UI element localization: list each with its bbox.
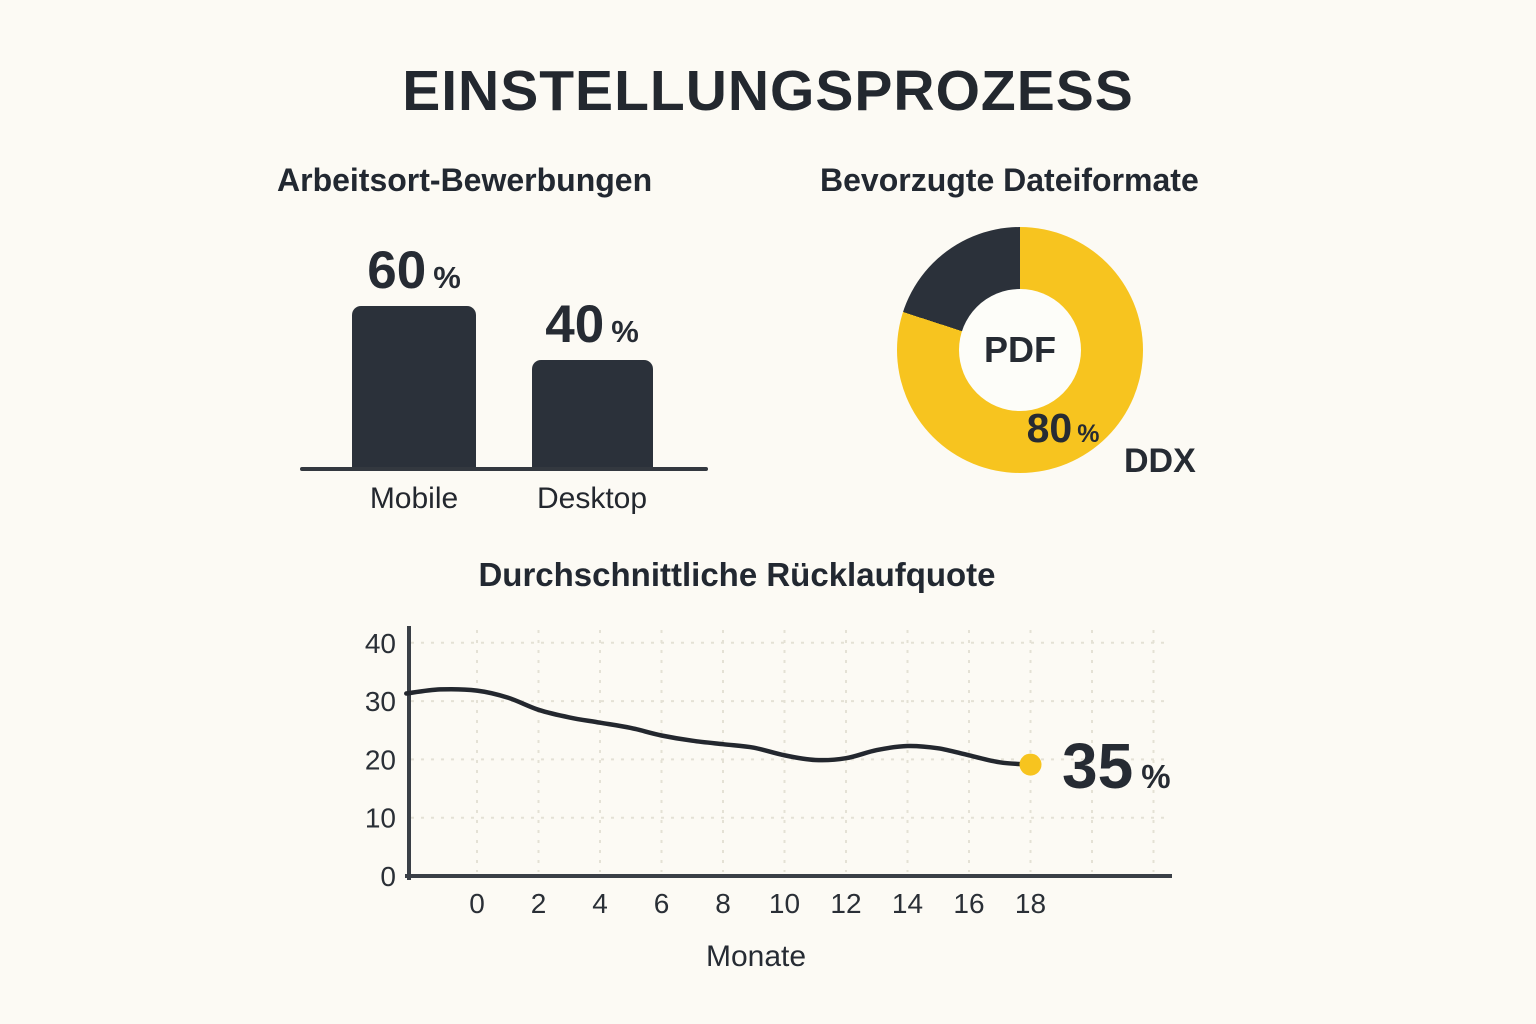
y-tick-label: 10 — [365, 803, 396, 834]
x-tick-label: 0 — [469, 888, 485, 919]
x-tick-labels: 0 2 4 6 8 10 12 14 16 18 — [469, 888, 1046, 919]
percent-sign: % — [433, 260, 461, 295]
bar-value-desktop: 40% — [482, 298, 702, 351]
x-tick-label: 14 — [892, 888, 923, 919]
x-tick-label: 16 — [953, 888, 984, 919]
x-axis-title: Monate — [706, 940, 806, 973]
x-tick-label: 8 — [715, 888, 731, 919]
bar-value-desktop-number: 40 — [545, 295, 605, 354]
trend-line — [404, 686, 1033, 767]
x-tick-label: 6 — [654, 888, 670, 919]
percent-sign: % — [1141, 758, 1170, 795]
donut-value-label: 80% — [998, 408, 1128, 449]
page-title: EINSTELLUNGSPROZESS — [402, 59, 1134, 123]
gridlines — [411, 630, 1168, 872]
donut-chart-title: Bevorzugte Dateiformate — [820, 162, 1199, 198]
donut-value-number: 80 — [1026, 405, 1073, 451]
bar-mobile — [352, 306, 476, 468]
percent-sign: % — [611, 314, 639, 349]
x-tick-label: 18 — [1015, 888, 1046, 919]
y-tick-labels: 0 10 20 30 40 — [365, 628, 396, 892]
y-tick-label: 20 — [365, 744, 396, 775]
donut-center-label: PDF — [959, 289, 1081, 411]
x-tick-label: 10 — [769, 888, 800, 919]
y-tick-label: 40 — [365, 628, 396, 659]
line-chart-title: Durchschnittliche Rücklaufquote — [478, 556, 996, 593]
bar-chart-baseline — [300, 467, 708, 471]
x-tick-label: 4 — [592, 888, 608, 919]
y-tick-label: 30 — [365, 686, 396, 717]
bar-label-mobile: Mobile — [369, 482, 459, 515]
end-value-label: 35% — [1062, 730, 1171, 802]
end-value-number: 35 — [1062, 730, 1133, 802]
bar-desktop — [531, 360, 653, 468]
donut-slice-label-ddx: DDX — [1124, 442, 1196, 480]
end-point-marker — [1019, 753, 1042, 776]
bar-chart-title: Arbeitsort-Bewerbungen — [277, 162, 653, 198]
bar-label-desktop: Desktop — [536, 482, 648, 515]
y-tick-label: 0 — [380, 861, 396, 892]
percent-sign: % — [1077, 420, 1100, 448]
bar-value-mobile-number: 60 — [367, 241, 427, 300]
response-rate-chart: 0 10 20 30 40 0 2 4 6 8 10 12 14 16 18 Monate 35% — [365, 626, 1172, 973]
x-tick-label: 12 — [830, 888, 861, 919]
bar-value-mobile: 60% — [304, 244, 524, 297]
x-tick-label: 2 — [531, 888, 547, 919]
